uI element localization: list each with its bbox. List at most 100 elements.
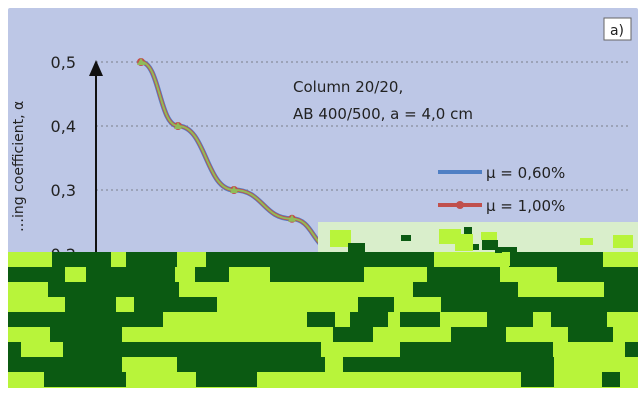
corrupted-cell — [196, 372, 225, 387]
corrupted-cell — [8, 312, 29, 327]
corrupted-cell — [89, 282, 117, 297]
corrupted-cell — [623, 297, 638, 312]
corrupted-cell — [307, 312, 335, 327]
y-tick-label: 0,4 — [51, 117, 76, 136]
data-point — [288, 214, 296, 222]
corrupted-cell — [8, 357, 51, 372]
corrupted-cell — [401, 235, 411, 241]
corrupted-cell — [400, 312, 440, 327]
corrupted-cell — [330, 230, 351, 247]
corrupted-cell — [461, 282, 493, 297]
corrupted-cell — [446, 267, 487, 282]
legend-marker — [456, 201, 464, 209]
corrupted-cell — [464, 227, 472, 238]
corrupted-cell — [50, 327, 122, 342]
corrupted-cell — [441, 297, 510, 312]
corrupted-cell — [557, 267, 633, 282]
corrupted-cell — [65, 297, 116, 312]
corrupted-cell — [333, 327, 373, 342]
corrupted-cell — [177, 357, 250, 372]
legend: μ = 0,60% μ = 1,00% — [438, 164, 565, 215]
corrupted-cell — [412, 252, 434, 267]
corrupted-cell — [119, 342, 176, 357]
corrupted-cell — [343, 357, 412, 372]
data-point — [230, 186, 238, 193]
y-axis-arrow — [89, 60, 103, 76]
corrupted-cell — [8, 342, 21, 357]
corrupted-cell — [51, 357, 89, 372]
panel-label-box: a) — [603, 17, 632, 41]
corrupted-cell — [82, 312, 120, 327]
corrupted-region — [8, 222, 638, 388]
corrupted-cell — [625, 342, 638, 357]
corrupted-cell — [597, 297, 623, 312]
corrupted-cell — [206, 252, 262, 267]
corrupted-cell — [580, 238, 593, 245]
y-axis-label: …ing coefficient, α — [11, 101, 27, 232]
corrupted-cell — [451, 327, 506, 342]
panel-label: a) — [610, 23, 624, 39]
corrupted-cell — [110, 372, 126, 387]
corrupted-cell — [379, 297, 394, 312]
corrupted-cell — [120, 312, 163, 327]
corrupted-cell — [270, 267, 312, 282]
corrupted-cell — [86, 267, 127, 282]
annotation-line-2: AB 400/500, a = 4,0 cm — [293, 105, 473, 123]
corrupted-cell — [200, 342, 232, 357]
corrupted-cell — [487, 312, 533, 327]
corrupted-cell — [487, 267, 500, 282]
series-lines — [137, 58, 339, 255]
series-line — [140, 61, 336, 252]
corrupted-cell — [413, 282, 461, 297]
corrupted-cell — [29, 312, 82, 327]
corrupted-cell — [134, 297, 206, 312]
corrupted-cell — [400, 342, 451, 357]
corrupted-cell — [455, 234, 473, 251]
corrupted-cell — [206, 297, 217, 312]
corrupted-cell — [262, 252, 306, 267]
annotation-line-1: Column 20/20, — [293, 78, 403, 96]
data-point — [137, 58, 145, 65]
corrupted-cell — [451, 342, 519, 357]
corrupted-cell — [312, 267, 364, 282]
y-tick-label: 0,3 — [51, 181, 76, 200]
corrupted-cell — [232, 342, 309, 357]
corrupted-cell — [583, 297, 597, 312]
corrupted-cell — [554, 297, 583, 312]
corrupted-cell — [519, 342, 553, 357]
legend-label: μ = 1,00% — [486, 197, 565, 215]
y-tick-label: 0,5 — [51, 53, 76, 72]
corrupted-cell — [604, 282, 614, 297]
corrupted-cell — [472, 244, 479, 250]
legend-label: μ = 0,60% — [486, 164, 565, 182]
corrupted-cell — [358, 297, 379, 312]
corrupted-cell — [510, 297, 554, 312]
corrupted-cell — [633, 267, 638, 282]
corrupted-cell — [70, 252, 111, 267]
corrupted-cell — [225, 372, 257, 387]
corrupted-cell — [502, 252, 510, 266]
corrupted-cell — [44, 372, 110, 387]
annotation: Column 20/20, AB 400/500, a = 4,0 cm — [293, 78, 473, 123]
corrupted-cell — [350, 312, 365, 327]
corrupted-cell — [195, 267, 229, 282]
corrupted-cell — [127, 267, 175, 282]
corrupted-cell — [551, 312, 607, 327]
corrupted-cell — [52, 252, 70, 267]
corrupted-cell — [126, 252, 177, 267]
corrupted-cell — [509, 252, 527, 267]
corrupted-cell — [521, 372, 554, 387]
corrupted-cell — [365, 312, 388, 327]
corrupted-cell — [348, 243, 365, 253]
corrupted-cell — [250, 357, 288, 372]
corrupted-cell — [89, 357, 122, 372]
corrupted-cell — [412, 357, 459, 372]
corrupted-cell — [363, 252, 412, 267]
corrupted-cell — [8, 267, 65, 282]
corrupted-cell — [495, 247, 517, 253]
corrupted-cell — [176, 342, 200, 357]
corrupted-cell — [482, 240, 498, 250]
data-point — [174, 122, 182, 129]
